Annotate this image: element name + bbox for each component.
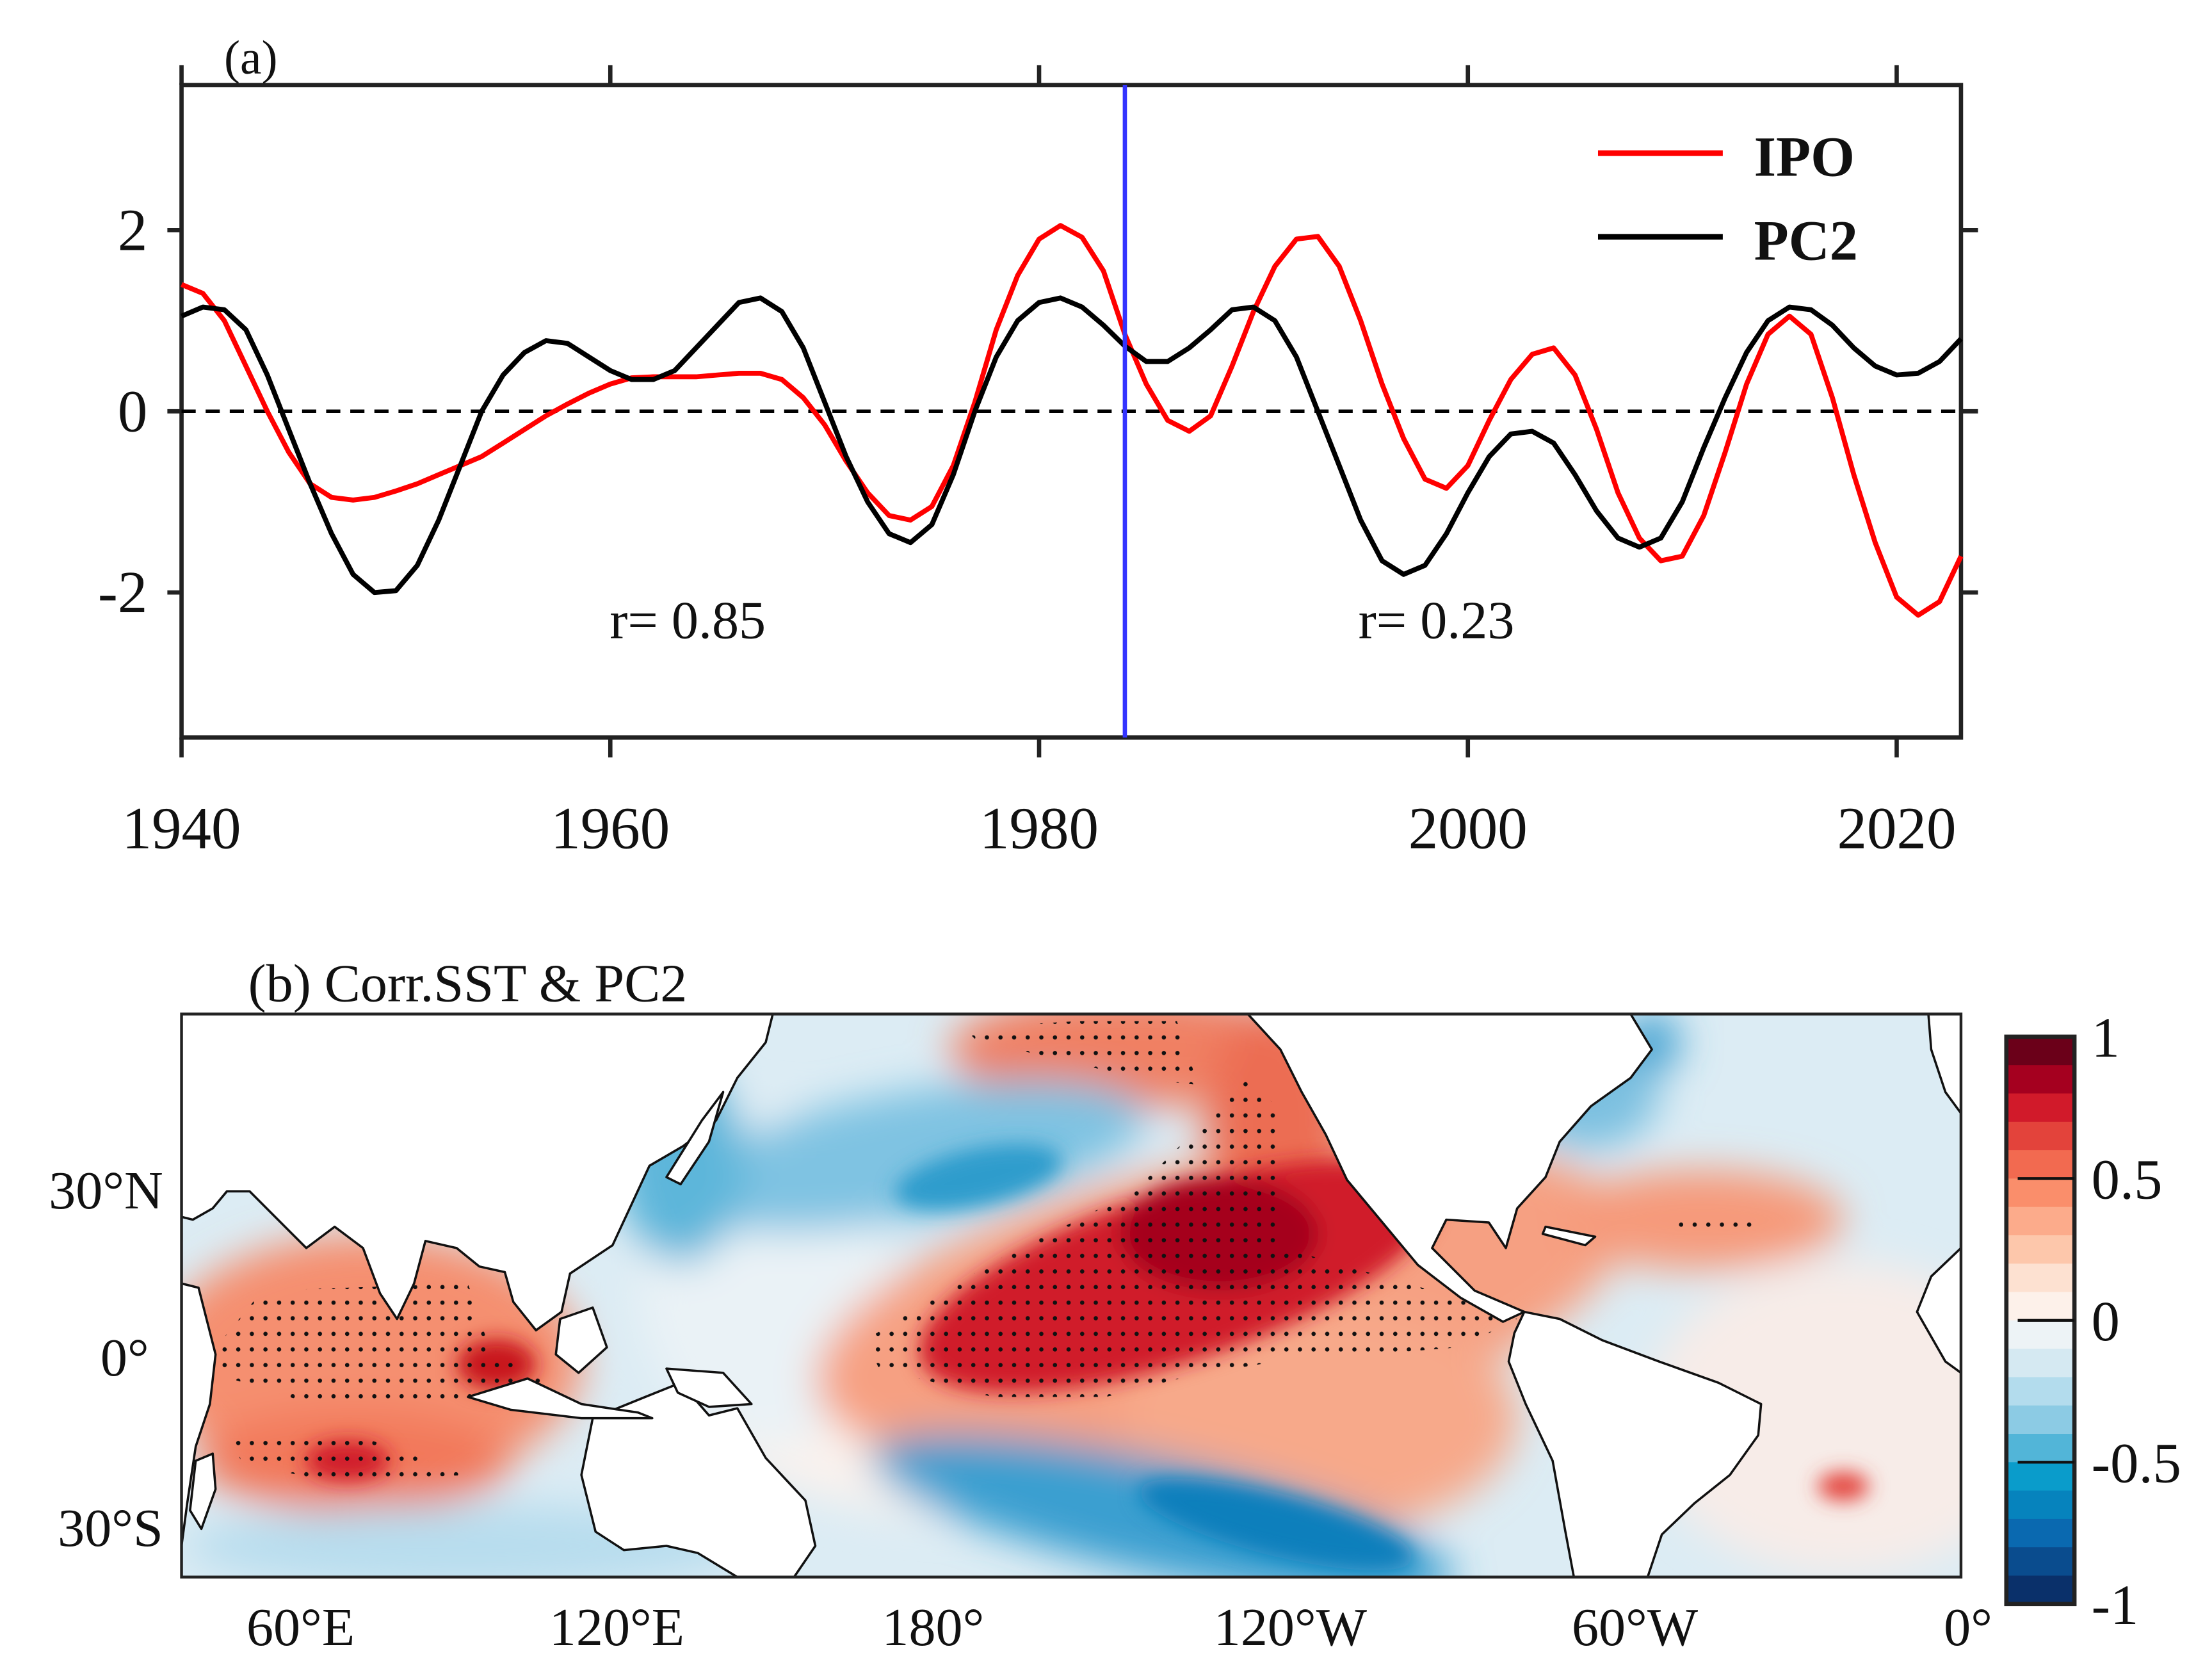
x-tick-label: 2020	[1837, 795, 1956, 861]
colorbar-level	[2006, 1575, 2075, 1605]
lon-label: 0°	[1944, 1598, 1992, 1657]
colorbar-level	[2006, 1292, 2075, 1321]
continents	[181, 1014, 1961, 1577]
series-line-pc2	[181, 295, 1963, 596]
colorbar-level	[2006, 1518, 2075, 1548]
lat-label: 30°S	[58, 1498, 163, 1558]
land-borneo	[554, 1306, 608, 1374]
land-indonesia	[467, 1377, 654, 1420]
colorbar-level	[2006, 1462, 2075, 1491]
colorbar-tick-label: -0.5	[2092, 1432, 2181, 1495]
land-south-america	[1507, 1310, 1763, 1577]
series-line-ipo	[181, 223, 1964, 618]
land-greenland-europe	[1927, 1014, 1961, 1115]
sst-correlation-field	[181, 1014, 1961, 1577]
land-north-america	[1247, 1014, 1653, 1323]
map-panel: (b) Corr.SST & PC2	[49, 954, 2181, 1657]
lon-label: 120°E	[549, 1598, 684, 1657]
lon-label: 60°E	[246, 1598, 355, 1657]
line-chart-panel: (a) 1940 1960 1980 2000 2020 -2 0 2 IPO PC2 r= …	[98, 31, 1978, 861]
lon-label: 120°W	[1214, 1598, 1368, 1657]
colorbar-level	[2006, 1235, 2075, 1265]
significance-stippling	[198, 1021, 1759, 1482]
x-tick-label: 1980	[980, 795, 1099, 861]
colorbar-level	[2006, 1434, 2075, 1463]
legend-label-ipo: IPO	[1754, 126, 1855, 189]
colorbar-level	[2006, 1036, 2075, 1066]
land-west-africa	[1916, 1247, 1961, 1374]
lat-label: 30°N	[49, 1161, 163, 1221]
land-japan	[665, 1091, 725, 1186]
colorbar-level	[2006, 1121, 2075, 1151]
map-title: (b) Corr.SST & PC2	[248, 954, 688, 1014]
colorbar-level	[2006, 1206, 2075, 1237]
lon-label: 60°W	[1572, 1598, 1699, 1657]
colorbar-tick-label: 1	[2092, 1007, 2120, 1069]
colorbar-level	[2006, 1263, 2075, 1293]
legend: IPO PC2	[1597, 126, 1858, 272]
x-tick-label: 1940	[122, 795, 241, 861]
panel-label: (a)	[224, 31, 278, 85]
colorbar-level	[2006, 1547, 2075, 1577]
land-new-guinea	[665, 1367, 753, 1408]
colorbar-level	[2006, 1349, 2075, 1378]
y-tick-label: -2	[98, 560, 147, 626]
y-tick-label: 2	[118, 197, 148, 263]
axes: 1940 1960 1980 2000 2020 -2 0 2	[98, 65, 1978, 861]
colorbar-tick-label: -1	[2092, 1574, 2139, 1637]
map-axis-labels: 60°E 120°E 180° 120°W 60°W 0° 30°N 0° 30…	[49, 1161, 1992, 1657]
land-madagascar	[189, 1452, 217, 1531]
colorbar-level	[2006, 1377, 2075, 1406]
series-lines	[181, 85, 1964, 738]
lat-label: 0°	[101, 1328, 149, 1388]
correlation-annotation-early: r= 0.85	[610, 591, 766, 651]
x-tick-label: 1960	[551, 795, 670, 861]
colorbar-level	[2006, 1065, 2075, 1094]
land-cuba	[1541, 1225, 1597, 1247]
colorbar: 1 0.5 0 -0.5 -1	[2004, 1007, 2181, 1637]
colorbar-tick-label: 0.5	[2092, 1148, 2163, 1211]
colorbar-level	[2006, 1405, 2075, 1435]
colorbar-level	[2006, 1320, 2075, 1350]
legend-label-pc2: PC2	[1754, 209, 1858, 272]
colorbar-level	[2006, 1490, 2075, 1520]
correlation-annotation-late: r= 0.23	[1359, 591, 1515, 651]
lon-label: 180°	[882, 1598, 984, 1657]
colorbar-level	[2006, 1150, 2075, 1180]
colorbar-level	[2006, 1178, 2075, 1208]
x-tick-label: 2000	[1409, 795, 1528, 861]
colorbar-tick-label: 0	[2092, 1290, 2120, 1353]
y-tick-label: 0	[118, 378, 148, 444]
map-frame	[180, 1012, 1963, 1579]
colorbar-level	[2006, 1093, 2075, 1123]
